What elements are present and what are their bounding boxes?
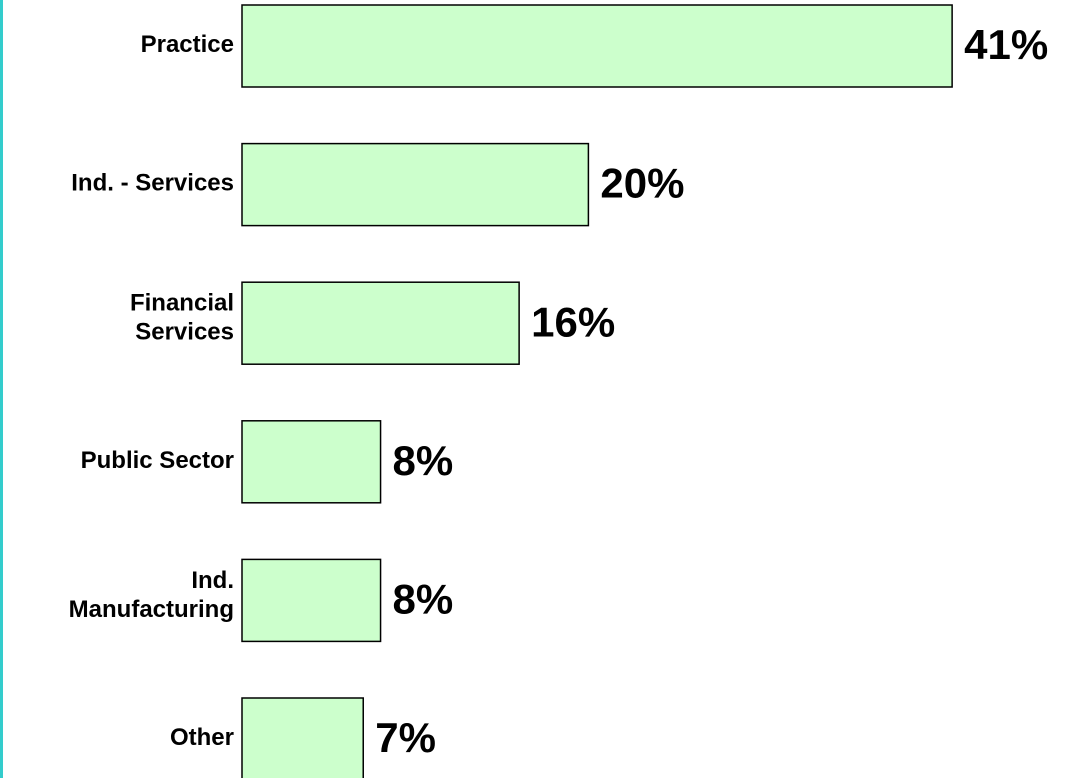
bar [241,281,520,365]
value-label: 8% [393,575,454,622]
category-label: Financial Services [130,290,234,346]
bar [241,558,382,643]
value-label: 20% [600,160,684,207]
left-border [0,0,3,778]
category-label: Public Sector [81,447,234,474]
bar [241,4,953,88]
category-label: Practice [141,31,234,58]
value-label: 8% [393,437,454,484]
bar [241,142,590,227]
value-label: 7% [375,714,436,761]
category-label: Ind. - Services [71,170,234,197]
value-label: 16% [531,298,615,345]
value-label: 41% [964,21,1048,68]
bar [241,697,364,778]
category-label: Other [170,724,234,751]
category-label: Ind. Manufacturing [69,567,234,623]
bar [241,420,382,504]
